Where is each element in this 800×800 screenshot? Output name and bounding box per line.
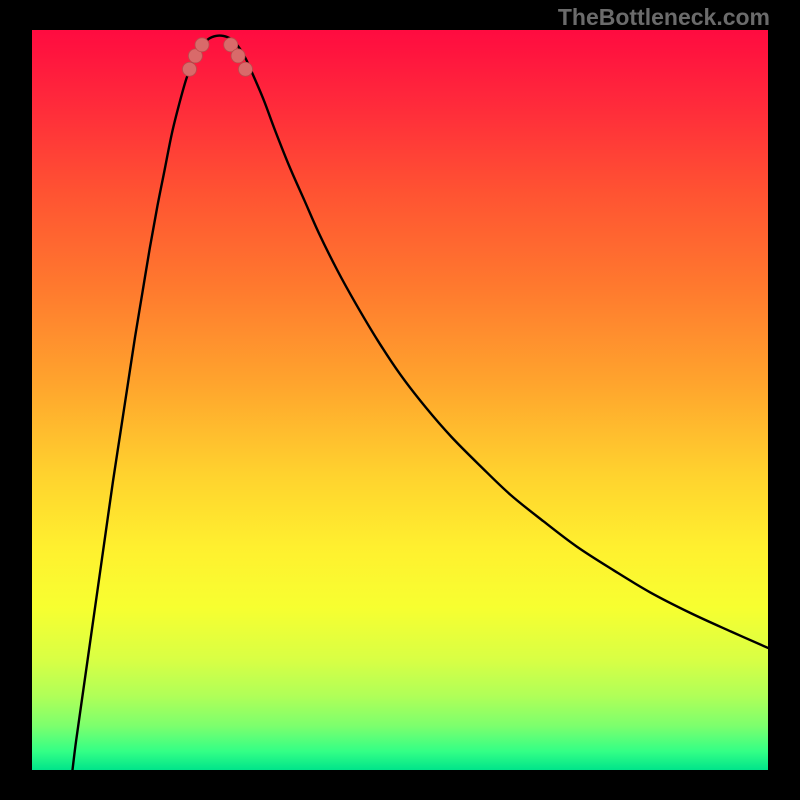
- curve-marker: [183, 62, 197, 76]
- curve-path: [72, 36, 768, 770]
- curve-marker: [195, 38, 209, 52]
- curve-marker: [231, 49, 245, 63]
- chart-svg: [32, 30, 768, 770]
- curve-marker: [238, 62, 252, 76]
- plot-area: [32, 30, 768, 770]
- watermark-text: TheBottleneck.com: [558, 4, 770, 31]
